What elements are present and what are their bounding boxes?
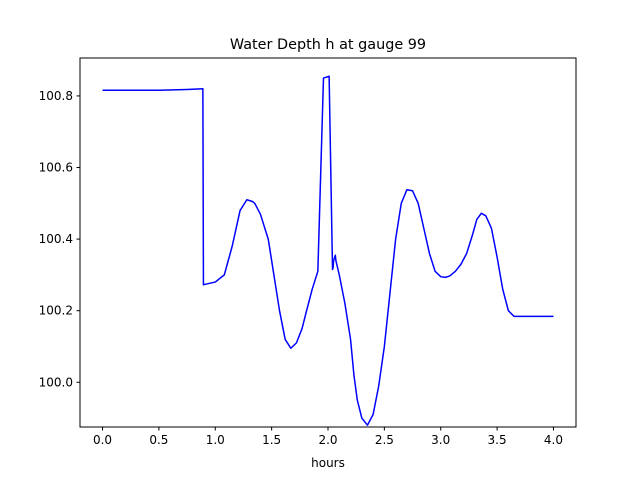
y-tick-label: 100.8 [39, 89, 73, 103]
y-tick-label: 100.2 [39, 304, 73, 318]
x-tick-label: 0.5 [149, 433, 168, 447]
chart-title: Water Depth h at gauge 99 [230, 37, 426, 53]
x-tick-label: 1.5 [262, 433, 281, 447]
x-axis-label: hours [311, 456, 345, 470]
y-tick-label: 100.4 [39, 232, 73, 246]
x-tick-label: 2.5 [375, 433, 394, 447]
series-line-0 [102, 75, 554, 426]
x-tick-label: 4.0 [544, 433, 563, 447]
plot-area [102, 75, 554, 426]
y-axis: 100.0 100.2 100.4 100.6 100.8 [39, 89, 80, 389]
x-tick-label: 3.0 [431, 433, 450, 447]
y-tick-label: 100.6 [39, 161, 73, 175]
x-tick-label: 0.0 [93, 433, 112, 447]
x-tick-label: 2.0 [318, 433, 337, 447]
x-tick-label: 1.0 [206, 433, 225, 447]
x-axis: 0.0 0.5 1.0 1.5 2.0 2.5 3.0 3.5 4.0 [93, 427, 563, 447]
y-tick-label: 100.0 [39, 375, 73, 389]
x-tick-label: 3.5 [488, 433, 507, 447]
axes-frame [79, 57, 577, 428]
